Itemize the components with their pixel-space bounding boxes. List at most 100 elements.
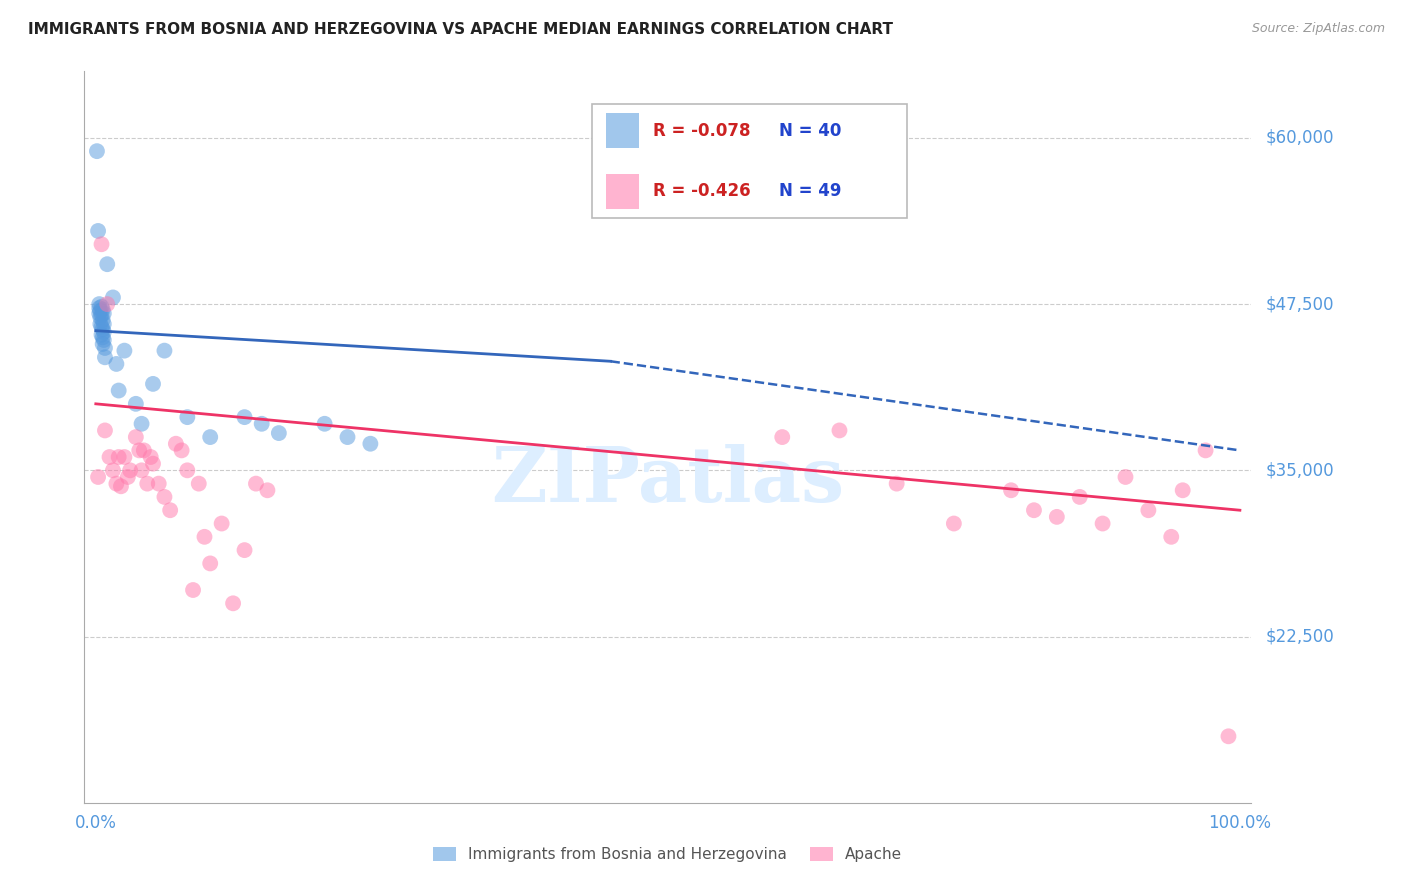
Point [90, 327, 112, 342]
Point [112, 343, 135, 358]
Point [91, 337, 114, 351]
Point [101, 463, 124, 477]
Point [105, 476, 128, 491]
Text: Source: ZipAtlas.com: Source: ZipAtlas.com [1251, 22, 1385, 36]
Point [233, 543, 256, 558]
Point [1046, 509, 1069, 524]
Text: N = 49: N = 49 [779, 182, 841, 201]
Point [107, 384, 129, 398]
Point [153, 490, 176, 504]
Point [1160, 530, 1182, 544]
Point [200, 557, 222, 571]
Text: IMMIGRANTS FROM BOSNIA AND HERZEGOVINA VS APACHE MEDIAN EARNINGS CORRELATION CHA: IMMIGRANTS FROM BOSNIA AND HERZEGOVINA V… [28, 22, 893, 37]
Legend: Immigrants from Bosnia and Herzegovina, Apache: Immigrants from Bosnia and Herzegovina, … [427, 841, 908, 868]
Point [90, 308, 112, 322]
Point [233, 410, 256, 425]
Text: ZIPatlas: ZIPatlas [491, 444, 845, 518]
Point [94, 424, 117, 438]
Point [112, 450, 135, 464]
Point [165, 436, 187, 450]
FancyBboxPatch shape [606, 174, 638, 209]
Point [828, 424, 851, 438]
Point [1171, 483, 1194, 498]
Point [91, 313, 114, 327]
Point [131, 463, 153, 477]
Point [181, 582, 204, 597]
Point [211, 516, 233, 531]
Point [94, 341, 117, 355]
Point [176, 410, 198, 425]
Point [200, 430, 222, 444]
Point [117, 470, 139, 484]
Point [120, 463, 142, 477]
Point [89, 306, 111, 320]
Point [148, 476, 170, 491]
Point [125, 430, 148, 444]
Point [1091, 516, 1114, 531]
Point [314, 417, 336, 431]
Point [256, 483, 278, 498]
Point [942, 516, 965, 531]
Point [176, 463, 198, 477]
Point [94, 351, 117, 365]
Point [128, 443, 150, 458]
Point [107, 450, 129, 464]
Point [89, 317, 111, 331]
Point [359, 436, 381, 450]
Point [336, 430, 359, 444]
Text: R = -0.426: R = -0.426 [652, 182, 751, 201]
Point [89, 310, 111, 325]
Point [131, 417, 153, 431]
Point [90, 237, 112, 252]
Point [1194, 443, 1216, 458]
Text: $35,000: $35,000 [1265, 461, 1334, 479]
Point [170, 443, 193, 458]
Text: R = -0.078: R = -0.078 [652, 121, 751, 140]
Point [142, 457, 165, 471]
Point [89, 301, 111, 315]
Point [86, 144, 108, 158]
Point [101, 290, 124, 304]
Point [1114, 470, 1136, 484]
Point [91, 330, 114, 344]
Point [132, 443, 155, 458]
Point [770, 430, 793, 444]
Point [93, 325, 115, 339]
Point [89, 297, 111, 311]
Point [136, 476, 159, 491]
Point [1000, 483, 1022, 498]
Point [267, 426, 290, 441]
Point [153, 343, 176, 358]
Point [159, 503, 181, 517]
Point [93, 306, 115, 320]
Point [245, 476, 267, 491]
Point [222, 596, 245, 610]
FancyBboxPatch shape [606, 113, 638, 148]
Point [105, 357, 128, 371]
Point [110, 479, 132, 493]
Point [139, 450, 162, 464]
Point [87, 224, 110, 238]
Point [125, 397, 148, 411]
Text: $60,000: $60,000 [1265, 128, 1334, 147]
Point [193, 530, 215, 544]
Point [886, 476, 908, 491]
Point [87, 470, 110, 484]
Point [1069, 490, 1091, 504]
Point [93, 333, 115, 347]
Text: N = 40: N = 40 [779, 121, 841, 140]
Point [91, 322, 114, 336]
Point [250, 417, 273, 431]
Point [90, 319, 112, 334]
Point [91, 302, 114, 317]
Point [98, 450, 121, 464]
Point [89, 303, 111, 318]
Point [1022, 503, 1045, 517]
Point [142, 376, 165, 391]
Point [90, 300, 112, 314]
Point [187, 476, 209, 491]
Point [93, 317, 115, 331]
Point [96, 297, 118, 311]
Text: $22,500: $22,500 [1265, 628, 1334, 646]
Text: $47,500: $47,500 [1265, 295, 1334, 313]
